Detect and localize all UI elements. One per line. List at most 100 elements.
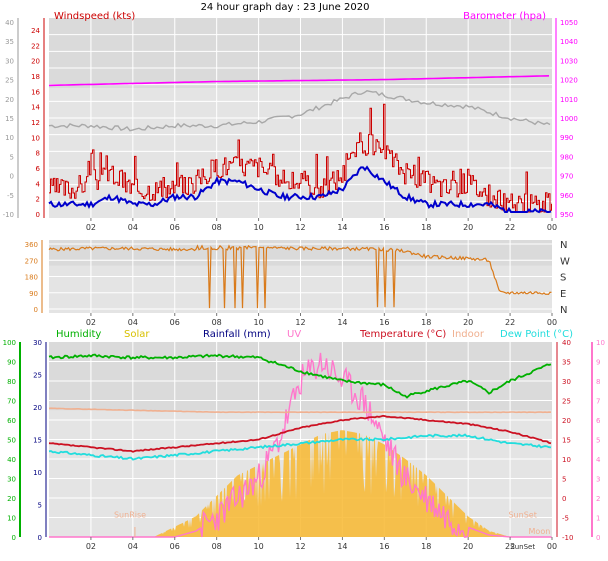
compass-label: N: [560, 305, 567, 316]
direction-tick: 0: [34, 306, 38, 314]
dewpoint-line: [48, 433, 552, 461]
rain-tick: 25: [33, 372, 42, 380]
rain-tick: 15: [33, 437, 42, 445]
wind-average-line: [48, 165, 552, 214]
compass-label: E: [560, 289, 566, 300]
temperature-tick: 10: [562, 456, 571, 464]
uv-tick: 7: [596, 398, 600, 406]
humidity-tick: 50: [7, 437, 16, 445]
baro-axis-label: Barometer (hpa): [463, 11, 546, 22]
direction-tick: 270: [25, 257, 38, 265]
wind-outer-tick: 30: [5, 57, 14, 65]
temp-xtick: 10: [253, 542, 263, 551]
wind-xtick: 22: [505, 223, 515, 232]
wind-inner-tick: 14: [31, 104, 40, 112]
wind-inner-tick: 2: [36, 196, 40, 204]
uv-tick: 6: [596, 417, 601, 425]
wind-xtick: 02: [86, 223, 96, 232]
compass-label: W: [560, 256, 570, 267]
temp-xtick: 12: [295, 542, 305, 551]
temperature-tick: 35: [562, 359, 571, 367]
direction-xtick: 16: [379, 318, 389, 327]
wind-inner-tick: 8: [36, 150, 40, 158]
direction-xtick: 00: [547, 318, 557, 327]
temperature-tick: 30: [562, 378, 571, 386]
baro-tick: 980: [560, 153, 573, 161]
direction-xtick: 02: [86, 318, 96, 327]
direction-tick: 360: [25, 241, 38, 249]
barometer-line: [48, 75, 550, 87]
uv-tick: 4: [596, 456, 601, 464]
temp-xtick: 08: [212, 542, 222, 551]
wind-outer-tick: 15: [5, 115, 14, 123]
humidity-line: [48, 353, 552, 399]
sunset-axis-label: SunSet: [510, 543, 535, 551]
legend-item: Rainfall (mm): [203, 329, 271, 340]
baro-tick: 950: [560, 211, 573, 219]
humidity-tick: 40: [7, 456, 16, 464]
wind-inner-tick: 12: [31, 119, 40, 127]
wind-outer-tick: 35: [5, 38, 14, 46]
temp-xtick: 20: [463, 542, 473, 551]
rain-tick: 5: [38, 502, 42, 510]
wind-inner-tick: 0: [36, 211, 40, 219]
direction-xtick: 04: [128, 318, 138, 327]
direction-xtick: 12: [295, 318, 305, 327]
wind-inner-tick: 4: [36, 180, 41, 188]
uv-tick: 5: [596, 437, 600, 445]
humidity-tick: 30: [7, 476, 16, 484]
wind-xtick: 06: [170, 223, 180, 232]
legend-item: Dew Point (°C): [500, 329, 573, 340]
legend-item: Humidity: [56, 329, 101, 340]
temp-xtick: 22: [505, 542, 515, 551]
compass-label: S: [560, 273, 566, 284]
wind-xtick: 16: [379, 223, 389, 232]
page-title: 24 hour graph day : 23 June 2020: [201, 2, 370, 13]
uv-tick: 3: [596, 476, 600, 484]
temperature-tick: -5: [562, 515, 569, 523]
wind-xtick: 18: [421, 223, 431, 232]
uv-tick: 2: [596, 495, 600, 503]
temperature-tick: 5: [562, 476, 566, 484]
wind-xtick: 12: [295, 223, 305, 232]
uv-tick: 10: [596, 339, 605, 347]
wind-xtick: 08: [212, 223, 222, 232]
temperature-tick: 0: [562, 495, 566, 503]
temperature-tick: 40: [562, 339, 571, 347]
humidity-tick: 100: [3, 339, 16, 347]
temp-xtick: 02: [86, 542, 96, 551]
wind-outer-tick: 25: [5, 77, 14, 85]
wind-inner-tick: 16: [31, 88, 40, 96]
wind-inner-tick: 20: [31, 58, 40, 66]
uv-tick: 1: [596, 515, 600, 523]
temperature-tick: 25: [562, 398, 571, 406]
uv-tick: 0: [596, 534, 600, 542]
temp-xtick: 18: [421, 542, 431, 551]
direction-tick: 90: [29, 290, 38, 298]
direction-xtick: 08: [212, 318, 222, 327]
temperature-tick: -10: [562, 534, 573, 542]
temp-xtick: 14: [337, 542, 347, 551]
wind-xtick: 20: [463, 223, 473, 232]
legend-item: Temperature (°C): [359, 329, 446, 340]
baro-tick: 1050: [560, 19, 578, 27]
temperature-tick: 15: [562, 437, 571, 445]
temp-xtick: 06: [170, 542, 180, 551]
wind-xtick: 14: [337, 223, 347, 232]
baro-tick: 1000: [560, 115, 578, 123]
humidity-tick: 70: [7, 398, 16, 406]
baro-tick: 1040: [560, 38, 578, 46]
temperature-tick: 20: [562, 417, 571, 425]
wind-xtick: 10: [253, 223, 263, 232]
temp-xtick: 00: [547, 542, 557, 551]
direction-tick: 180: [25, 274, 38, 282]
wind-outer-tick: 10: [5, 134, 14, 142]
rain-tick: 30: [33, 339, 42, 347]
wind-inner-tick: 18: [31, 73, 40, 81]
humidity-tick: 10: [7, 515, 16, 523]
baro-tick: 1010: [560, 96, 578, 104]
temperature-line: [48, 414, 552, 453]
direction-xtick: 14: [337, 318, 347, 327]
windspeed-line: [49, 103, 552, 213]
